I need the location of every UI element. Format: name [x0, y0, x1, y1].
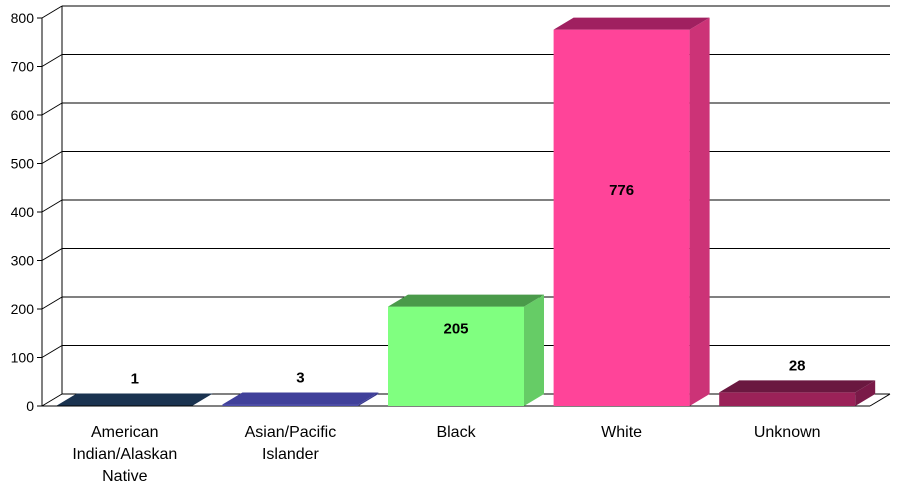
- bar-top: [388, 294, 544, 307]
- bars: [56, 17, 876, 406]
- gridline-depth: [41, 393, 63, 407]
- y-tick-label: 0: [26, 398, 34, 414]
- data-label: 1: [131, 371, 139, 388]
- bar-front: [222, 404, 359, 406]
- x-tick-label: Unknown: [754, 424, 821, 441]
- x-tick-label-line: Black: [436, 424, 476, 441]
- bar: [553, 17, 710, 406]
- data-label: 3: [296, 370, 304, 387]
- gridline-depth: [41, 248, 63, 261]
- floor-right-edge: [869, 393, 891, 407]
- bar-side: [524, 294, 544, 406]
- bar-top: [56, 393, 213, 406]
- gridline-depth: [41, 296, 63, 310]
- x-tick-label: White: [601, 424, 642, 441]
- y-tick-label: 500: [11, 156, 35, 172]
- x-tick-label-line: Asian/Pacific: [245, 424, 337, 441]
- x-tick-label: Black: [436, 424, 476, 441]
- x-tick-label: Asian/Pacific Islander: [245, 424, 337, 463]
- y-tick-label: 400: [11, 204, 35, 220]
- gridline-depth: [41, 345, 63, 358]
- data-label: 776: [609, 182, 634, 199]
- y-tick-label: 300: [11, 253, 35, 269]
- gridline-depth: [41, 151, 63, 164]
- y-tick-label: 800: [11, 10, 35, 26]
- x-tick-label: American Indian/Alaskan Native: [72, 424, 177, 485]
- x-tick-label-line: Indian/Alaskan: [72, 446, 177, 463]
- bar: [719, 380, 876, 406]
- x-tick-label-line: American: [91, 424, 159, 441]
- data-label: 28: [789, 357, 806, 374]
- bar-side: [358, 392, 379, 406]
- x-tick-label-line: Native: [102, 468, 147, 485]
- bar-front: [553, 29, 690, 406]
- bar-side: [855, 380, 876, 406]
- gridline-depth: [41, 199, 63, 213]
- gridline-depth: [41, 102, 63, 116]
- gridline-depth: [41, 5, 63, 19]
- bar-top: [222, 392, 379, 405]
- y-tick-labels: 0 100 200 300 400 500 600 700 800: [11, 10, 35, 414]
- x-tick-labels: American Indian/Alaskan Native Asian/Pacifi…: [72, 424, 820, 485]
- y-tick-label: 200: [11, 301, 35, 317]
- data-label: 205: [443, 320, 468, 337]
- y-tick-label: 100: [11, 350, 35, 366]
- bar: [222, 392, 379, 406]
- x-tick-label-line: White: [601, 424, 642, 441]
- bar-top: [719, 380, 876, 393]
- bar-front: [719, 392, 856, 406]
- y-tick-label: 600: [11, 107, 35, 123]
- bar: [388, 294, 544, 406]
- bar-side: [689, 17, 710, 406]
- data-labels: 1 3 205 776 28: [131, 182, 806, 388]
- y-tick-label: 700: [11, 59, 35, 75]
- x-tick-label-line: Unknown: [754, 424, 821, 441]
- gridline-depth: [41, 54, 63, 67]
- bar-top: [553, 17, 710, 30]
- bar-front: [388, 306, 524, 406]
- x-tick-label-line: Islander: [262, 446, 320, 463]
- bar: [56, 393, 213, 406]
